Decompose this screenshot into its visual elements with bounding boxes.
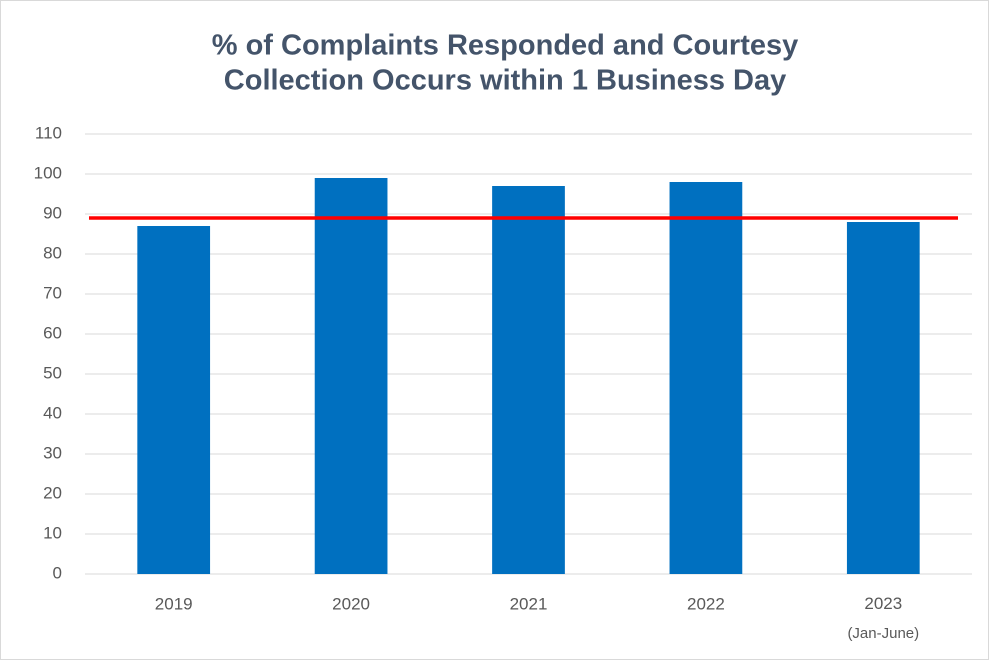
bar [846, 222, 920, 574]
bar [137, 226, 211, 574]
y-tick-label: 40 [43, 403, 62, 422]
y-tick-label: 20 [43, 483, 62, 502]
y-tick-label: 50 [43, 363, 62, 382]
bar [669, 182, 743, 574]
x-tick-label: 2023 (Jan-June) [847, 594, 919, 641]
y-tick-label: 80 [43, 243, 62, 262]
y-tick-label: 110 [35, 123, 62, 142]
y-tick-label: 100 [34, 163, 62, 182]
bar [314, 178, 388, 574]
y-tick-label: 70 [43, 283, 62, 302]
x-tick-label: 2020 [332, 594, 370, 613]
x-tick-label: 2021 [510, 594, 548, 613]
bar [492, 186, 565, 574]
y-tick-label: 30 [43, 443, 62, 462]
chart-title: % of Complaints Responded and Courtesy [212, 30, 799, 62]
y-tick-label: 60 [43, 323, 62, 342]
chart-title: Collection Occurs within 1 Business Day [224, 65, 786, 97]
y-tick-label: 0 [53, 563, 62, 582]
y-tick-label: 10 [43, 523, 62, 542]
x-tick-label: 2022 [687, 594, 725, 613]
y-tick-label: 90 [43, 203, 62, 222]
x-tick-label: 2019 [155, 594, 193, 613]
